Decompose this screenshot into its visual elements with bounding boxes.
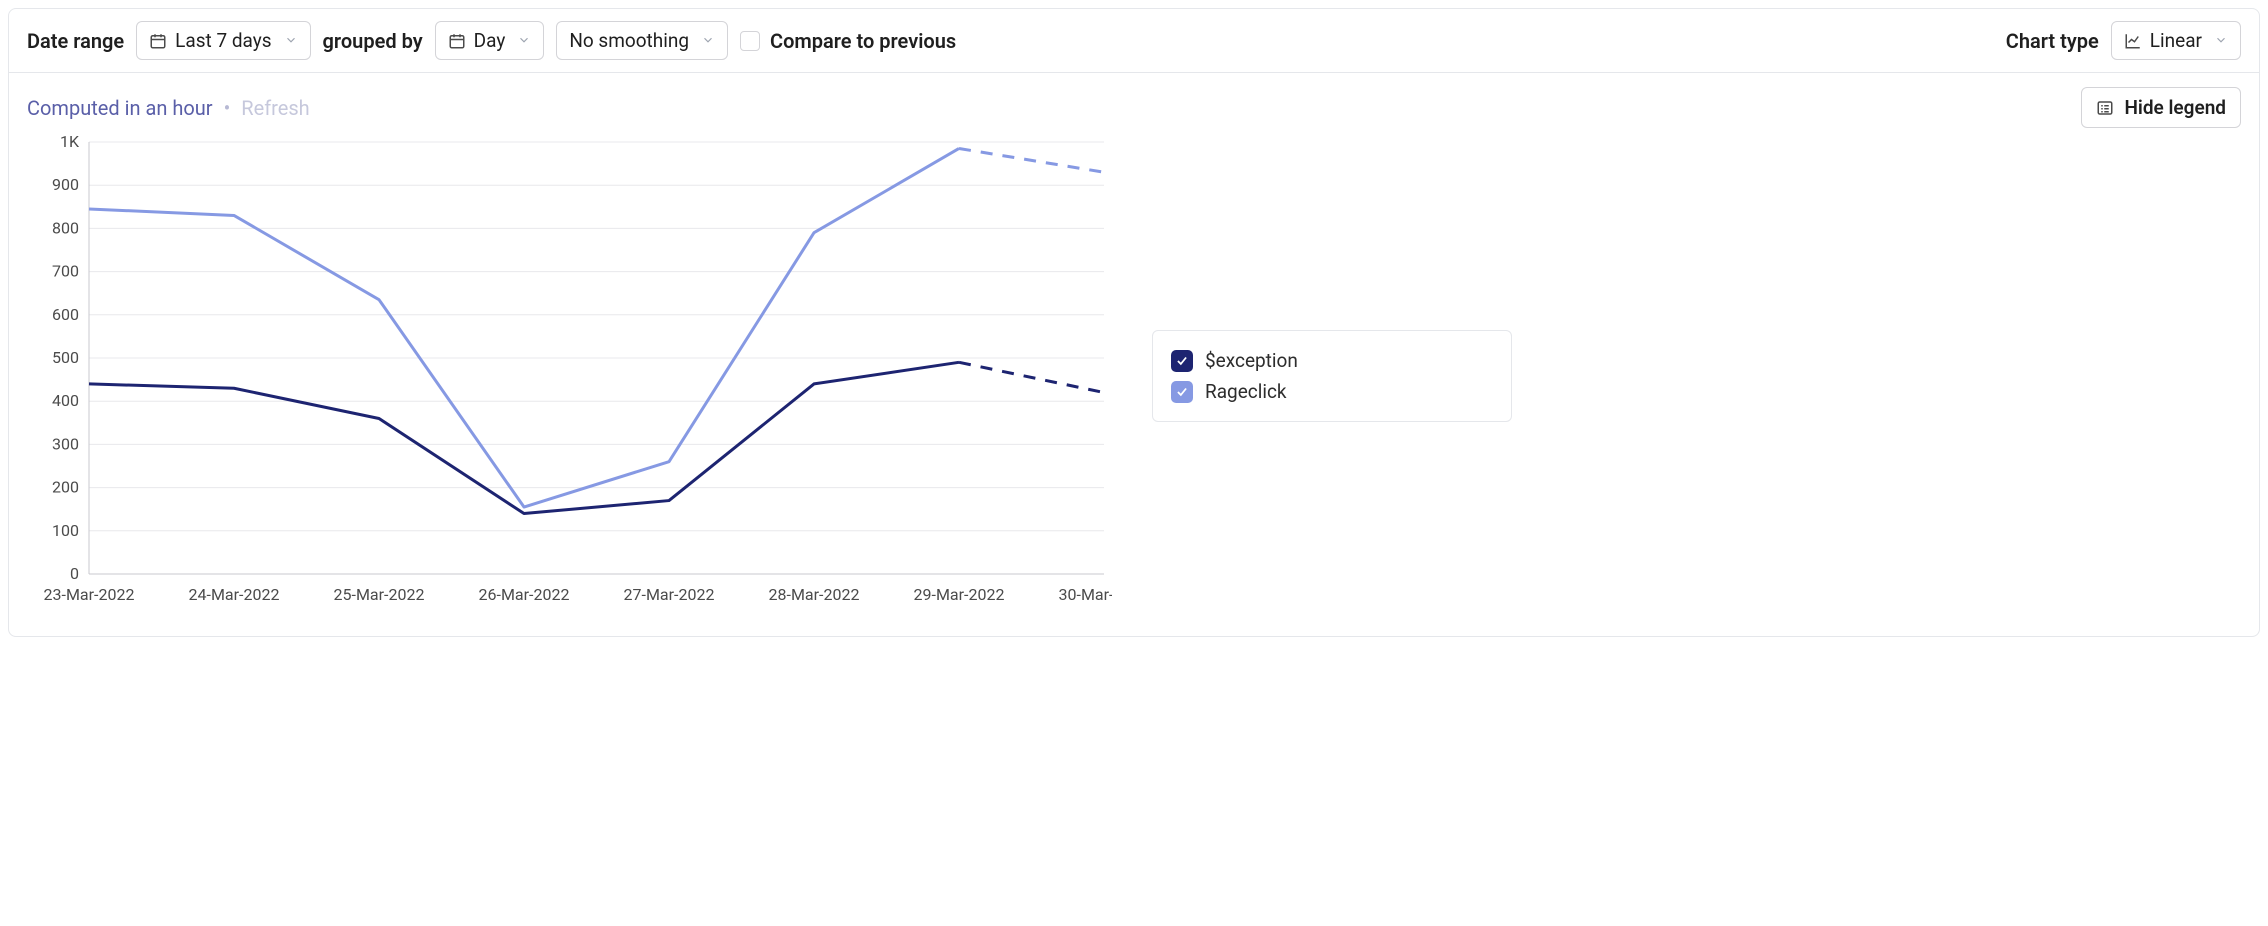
svg-text:800: 800 bbox=[52, 218, 79, 237]
status-text: Computed in an hour • Refresh bbox=[27, 96, 310, 120]
chart-type-label: Chart type bbox=[2006, 29, 2099, 53]
svg-text:1K: 1K bbox=[60, 134, 80, 151]
separator-dot: • bbox=[224, 96, 231, 120]
svg-text:700: 700 bbox=[52, 262, 79, 281]
svg-text:600: 600 bbox=[52, 305, 79, 324]
chart-type-select[interactable]: Linear bbox=[2111, 21, 2241, 60]
svg-text:24-Mar-2022: 24-Mar-2022 bbox=[189, 585, 280, 604]
chevron-down-icon bbox=[701, 29, 715, 52]
date-range-value: Last 7 days bbox=[175, 29, 271, 52]
smoothing-value: No smoothing bbox=[569, 29, 689, 52]
chart-type-value: Linear bbox=[2150, 29, 2202, 52]
svg-text:30-Mar-2022: 30-Mar-2022 bbox=[1059, 585, 1112, 604]
svg-text:500: 500 bbox=[52, 348, 79, 367]
date-range-select[interactable]: Last 7 days bbox=[136, 21, 310, 60]
grouped-by-select[interactable]: Day bbox=[435, 21, 545, 60]
svg-text:0: 0 bbox=[70, 564, 79, 583]
checkbox-box bbox=[740, 31, 760, 51]
chevron-down-icon bbox=[517, 29, 531, 52]
legend-label: $exception bbox=[1205, 349, 1298, 372]
chevron-down-icon bbox=[2214, 29, 2228, 52]
calendar-icon bbox=[149, 32, 167, 50]
chart-panel: Date range Last 7 days grouped by D bbox=[8, 8, 2260, 637]
svg-text:23-Mar-2022: 23-Mar-2022 bbox=[44, 585, 135, 604]
list-icon bbox=[2096, 99, 2114, 117]
refresh-link[interactable]: Refresh bbox=[241, 96, 309, 120]
date-range-label: Date range bbox=[27, 29, 124, 53]
legend-column: $exception Rageclick bbox=[1112, 134, 2241, 618]
compare-previous-checkbox[interactable]: Compare to previous bbox=[740, 29, 956, 53]
chart-toolbar: Date range Last 7 days grouped by D bbox=[9, 9, 2259, 73]
svg-text:26-Mar-2022: 26-Mar-2022 bbox=[479, 585, 570, 604]
line-chart-icon bbox=[2124, 32, 2142, 50]
legend-item[interactable]: Rageclick bbox=[1171, 376, 1493, 407]
compare-label: Compare to previous bbox=[770, 29, 956, 53]
svg-text:900: 900 bbox=[52, 175, 79, 194]
legend-item[interactable]: $exception bbox=[1171, 345, 1493, 376]
grouped-by-label: grouped by bbox=[323, 29, 423, 53]
svg-text:28-Mar-2022: 28-Mar-2022 bbox=[769, 585, 860, 604]
legend-label: Rageclick bbox=[1205, 380, 1287, 403]
legend-swatch bbox=[1171, 381, 1193, 403]
calendar-icon bbox=[448, 32, 466, 50]
chart-row: 0 100 200 300 400 500 600 700 800 900 1K 23-Mar-202… bbox=[9, 128, 2259, 636]
smoothing-select[interactable]: No smoothing bbox=[556, 21, 728, 60]
legend-swatch bbox=[1171, 350, 1193, 372]
chevron-down-icon bbox=[284, 29, 298, 52]
svg-text:27-Mar-2022: 27-Mar-2022 bbox=[624, 585, 715, 604]
chart-area: 0 100 200 300 400 500 600 700 800 900 1K 23-Mar-202… bbox=[27, 134, 1112, 618]
chart-subheader: Computed in an hour • Refresh Hide legen… bbox=[9, 73, 2259, 128]
svg-text:25-Mar-2022: 25-Mar-2022 bbox=[334, 585, 425, 604]
hide-legend-button[interactable]: Hide legend bbox=[2081, 87, 2241, 128]
svg-text:200: 200 bbox=[52, 478, 79, 497]
line-chart: 0 100 200 300 400 500 600 700 800 900 1K 23-Mar-202… bbox=[27, 134, 1112, 614]
computed-text: Computed in an hour bbox=[27, 96, 213, 120]
svg-text:300: 300 bbox=[52, 434, 79, 453]
svg-text:400: 400 bbox=[52, 391, 79, 410]
svg-text:100: 100 bbox=[52, 521, 79, 540]
hide-legend-label: Hide legend bbox=[2124, 96, 2226, 119]
legend-box: $exception Rageclick bbox=[1152, 330, 1512, 422]
svg-text:29-Mar-2022: 29-Mar-2022 bbox=[914, 585, 1005, 604]
grouped-by-value: Day bbox=[474, 29, 506, 52]
